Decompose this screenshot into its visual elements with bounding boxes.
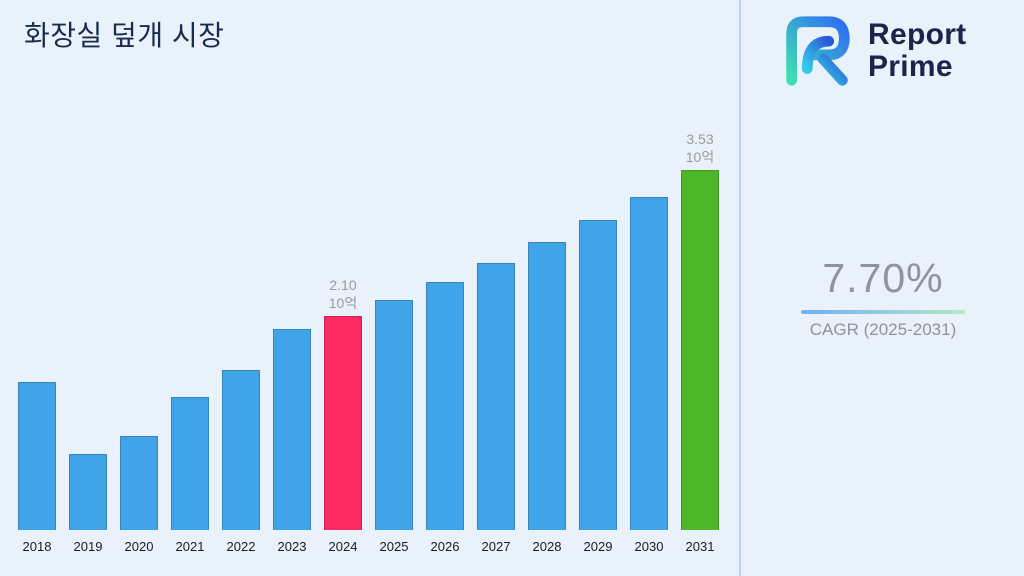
bar-group: 2020: [120, 436, 158, 554]
bar-2027: [477, 263, 515, 530]
bar-chart: 2018 2019 2020 2021 2022 2023 2.10 10억 2024 2025 2…: [18, 112, 726, 554]
x-axis-label: 2020: [124, 539, 154, 554]
bar-group: 2030: [630, 197, 668, 554]
bar-value-label: 3.53 10억: [685, 131, 715, 165]
x-axis-label: 2028: [532, 539, 562, 554]
bar-2023: [273, 329, 311, 530]
bar-2025: [375, 300, 413, 530]
x-axis-label: 2023: [277, 539, 307, 554]
bar-2020: [120, 436, 158, 530]
bar-group: 2029: [579, 220, 617, 554]
bar-2031: [681, 170, 719, 530]
bar-2026: [426, 282, 464, 530]
bar-value-label: 2.10 10억: [328, 277, 358, 311]
x-axis-label: 2031: [685, 539, 715, 554]
page-title: 화장실 덮개 시장: [24, 20, 225, 51]
cagr-value: 7.70%: [822, 255, 944, 301]
x-axis-label: 2029: [583, 539, 613, 554]
x-axis-label: 2018: [22, 539, 52, 554]
bar-group: 2022: [222, 370, 260, 554]
logo-text: Report Prime: [868, 17, 967, 84]
bar-group: 2019: [69, 454, 107, 554]
divider: [739, 0, 741, 576]
logo-text-line1: Report: [868, 17, 967, 51]
x-axis-label: 2019: [73, 539, 103, 554]
bars: 2018 2019 2020 2021 2022 2023 2.10 10억 2024 2025 2…: [18, 112, 726, 554]
cagr-label: CAGR (2025-2031): [809, 320, 957, 339]
bar-group: 2025: [375, 300, 413, 554]
cagr-underline: [801, 310, 965, 314]
bar-group: 2018: [18, 382, 56, 554]
bar-2029: [579, 220, 617, 530]
bar-group: 2023: [273, 329, 311, 554]
bar-group: 2.10 10억 2024: [324, 277, 362, 554]
bar-2028: [528, 242, 566, 530]
bar-group: 2027: [477, 263, 515, 554]
x-axis-label: 2024: [328, 539, 358, 554]
bar-2030: [630, 197, 668, 530]
bar-group: 2028: [528, 242, 566, 554]
x-axis-label: 2025: [379, 539, 409, 554]
logo-text-line2: Prime: [868, 50, 953, 83]
bar-2022: [222, 370, 260, 530]
bar-group: 3.53 10억 2031: [681, 131, 719, 554]
x-axis-label: 2026: [430, 539, 460, 554]
cagr-block: 7.70% CAGR (2025-2031): [768, 255, 998, 340]
bar-2021: [171, 397, 209, 530]
bar-2018: [18, 382, 56, 530]
report-prime-logo: Report Prime: [778, 12, 966, 90]
bar-group: 2026: [426, 282, 464, 554]
bar-group: 2021: [171, 397, 209, 554]
report-prime-logo-icon: [786, 16, 850, 86]
bar-2024: [324, 316, 362, 530]
x-axis-label: 2030: [634, 539, 664, 554]
x-axis-label: 2027: [481, 539, 511, 554]
bar-2019: [69, 454, 107, 530]
x-axis-label: 2021: [175, 539, 205, 554]
x-axis-label: 2022: [226, 539, 256, 554]
